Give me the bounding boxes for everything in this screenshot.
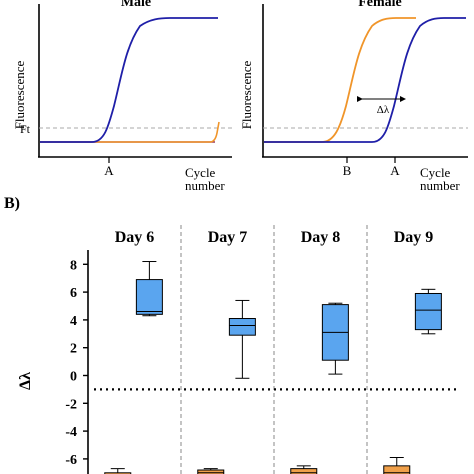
female-delta-label: Δλ (377, 104, 390, 116)
box-body (383, 465, 411, 474)
female-x-axis-label-line2: number (420, 178, 460, 193)
day-label: Day 8 (301, 229, 341, 246)
female-tick-a-label: A (390, 163, 400, 178)
female-title: Female (358, 0, 402, 10)
male-blue-curve (40, 17, 218, 143)
box-blue (414, 288, 442, 335)
male-orange-curve (40, 121, 220, 143)
y-tick-label: 4 (70, 314, 77, 329)
male-panel: Male Fluorescence Ft A Cycle number (12, 0, 232, 193)
boxes (104, 261, 442, 474)
box-body (197, 469, 225, 474)
boxplot-chart: Δλ 8 6 4 2 0 -2 -4 -6 Day 6 Day 7 Day 8 Day 9 (17, 225, 460, 474)
box-body (414, 292, 442, 331)
male-y-axis-label: Fluorescence (12, 60, 27, 129)
boxplot-y-axis-label: Δλ (17, 372, 34, 390)
y-tick-label: -6 (65, 453, 77, 468)
panel-b-label: B) (4, 195, 20, 212)
y-tick-label: 0 (70, 370, 77, 385)
day-labels: Day 6 Day 7 Day 8 Day 9 (115, 229, 434, 246)
y-tick-label: 8 (70, 258, 77, 273)
male-x-axis-label-line2: number (185, 178, 225, 193)
day-label: Day 7 (208, 229, 248, 246)
female-x-axis-label-line1: Cycle (420, 165, 451, 180)
boxplot-y-ticks: 8 6 4 2 0 -2 -4 -6 (65, 258, 88, 468)
male-x-axis-label-line1: Cycle (185, 165, 216, 180)
box-body (104, 472, 132, 474)
box-orange (383, 457, 411, 474)
box-body (228, 318, 256, 336)
day-label: Day 6 (115, 229, 155, 246)
female-tick-b-label: B (343, 163, 352, 178)
box-orange (104, 468, 132, 474)
box-blue (321, 302, 349, 375)
box-body (290, 468, 318, 474)
day-label: Day 9 (394, 229, 434, 246)
box-blue (228, 299, 256, 379)
male-title: Male (121, 0, 151, 10)
male-tick-a-label: A (104, 163, 114, 178)
y-tick-label: 6 (70, 286, 77, 301)
male-threshold-label: Ft (20, 122, 31, 136)
box-body (135, 279, 163, 315)
box-orange (197, 468, 225, 474)
female-panel: Female Fluorescence Δλ B A Cycle number (239, 0, 468, 193)
y-tick-label: -4 (65, 425, 77, 440)
y-tick-label: 2 (70, 342, 77, 357)
female-blue-curve (264, 17, 466, 143)
y-tick-label: -2 (65, 397, 77, 412)
female-y-axis-label: Fluorescence (239, 60, 254, 129)
box-blue (135, 261, 163, 317)
box-orange (290, 465, 318, 474)
female-orange-curve (264, 17, 416, 143)
